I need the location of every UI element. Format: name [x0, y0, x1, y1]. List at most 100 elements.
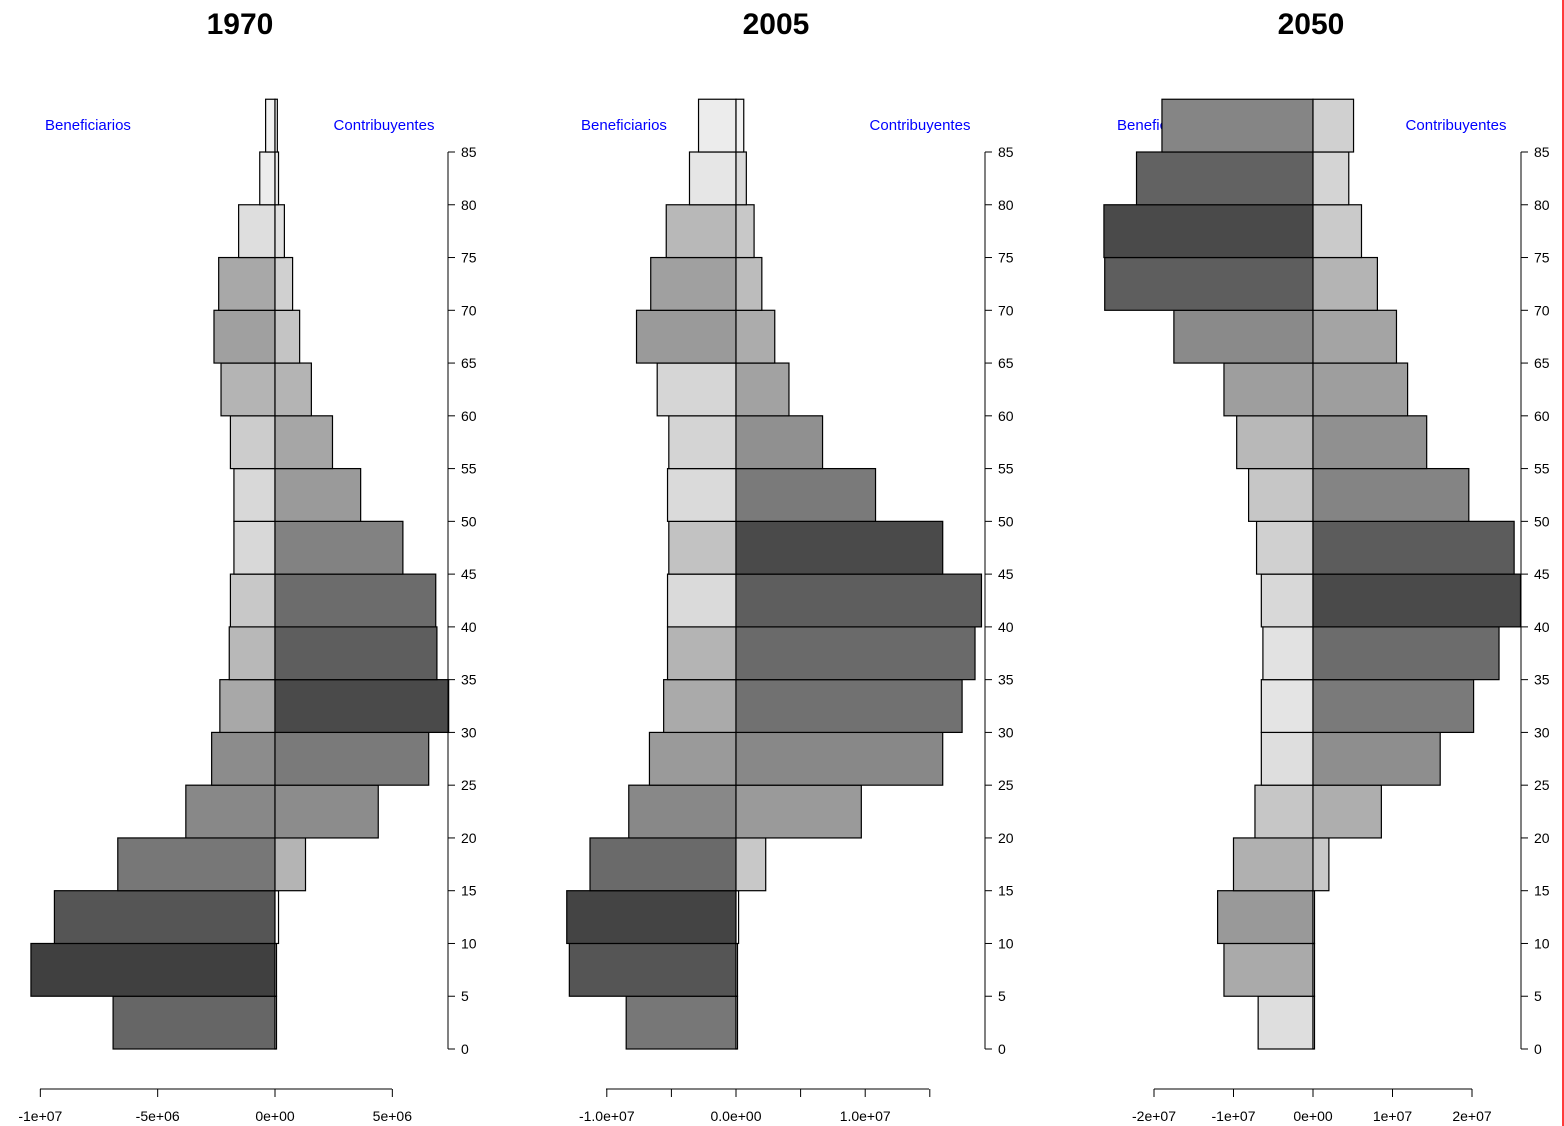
bar-beneficiarios-age-70	[650, 256, 737, 311]
age-tick-label: 65	[461, 355, 477, 371]
age-tick-label: 25	[461, 777, 477, 793]
bar-contribuyentes-age-35	[1312, 626, 1500, 681]
bar-contribuyentes-age-80	[274, 151, 280, 206]
bar-contribuyentes-age-10	[274, 890, 280, 945]
panels-container: 1970 Beneficiarios Contribuyentes 0 5 10 15 20 2…	[18, 8, 1549, 1124]
age-tick-label: 15	[1534, 883, 1550, 899]
age-tick-label: 50	[1534, 513, 1550, 529]
x-axis: -1e+07 -5e+06 0e+00 5e+06	[18, 1088, 413, 1124]
pyramid-panel-1970: 1970 Beneficiarios Contribuyentes 0 5 10 15 20 2…	[18, 8, 476, 1124]
bar-contribuyentes-age-65	[1312, 309, 1398, 364]
age-tick-label: 30	[461, 724, 477, 740]
bar-beneficiarios-age-45	[668, 520, 737, 575]
series-beneficiarios	[566, 98, 737, 1050]
bar-contribuyentes-age-35	[274, 626, 438, 681]
bar-contribuyentes-age-40	[1312, 573, 1522, 628]
age-tick-label: 60	[998, 408, 1014, 424]
series-contribuyentes	[274, 98, 450, 1050]
x-axis: -1.0e+07 0.0e+00 1.0e+07	[579, 1088, 931, 1124]
chart-title: 1970	[207, 8, 274, 41]
bar-contribuyentes-age-65	[274, 309, 301, 364]
age-tick-label: 5	[1534, 988, 1542, 1004]
age-tick-label: 45	[998, 566, 1014, 582]
bar-contribuyentes-age-5	[735, 942, 739, 997]
age-tick-label: 70	[461, 302, 477, 318]
age-tick-label: 55	[461, 461, 477, 477]
bar-beneficiarios-age-40	[666, 573, 737, 628]
x-tick-label: -1.0e+07	[579, 1108, 635, 1124]
age-tick-label: 5	[998, 988, 1006, 1004]
bar-contribuyentes-age-50	[274, 467, 362, 522]
age-tick-label: 85	[998, 144, 1014, 160]
bar-contribuyentes-age-30	[274, 679, 450, 734]
age-tick-label: 0	[1534, 1041, 1542, 1057]
bar-contribuyentes-age-60	[1312, 362, 1409, 417]
bar-contribuyentes-age-70	[274, 256, 294, 311]
bar-beneficiarios-age-0	[625, 995, 737, 1050]
bar-beneficiarios-age-40	[229, 573, 276, 628]
bar-contribuyentes-age-5	[274, 942, 278, 997]
age-tick-label: 80	[1534, 197, 1550, 213]
x-tick-label: -5e+06	[136, 1108, 180, 1124]
bar-beneficiarios-age-75	[1103, 204, 1314, 259]
bar-contribuyentes-age-5	[1312, 942, 1316, 997]
x-tick-label: 5e+06	[373, 1108, 413, 1124]
bar-contribuyentes-age-25	[274, 731, 430, 786]
bar-contribuyentes-age-75	[1312, 204, 1363, 259]
bar-contribuyentes-age-60	[735, 362, 790, 417]
bar-contribuyentes-age-15	[274, 837, 307, 892]
bar-beneficiarios-age-85	[1161, 98, 1314, 153]
bar-beneficiarios-age-55	[229, 415, 276, 470]
x-tick-label: 0.0e+00	[711, 1108, 762, 1124]
age-tick-label: 85	[1534, 144, 1550, 160]
bar-contribuyentes-age-25	[735, 731, 944, 786]
age-tick-label: 40	[1534, 619, 1550, 635]
bar-contribuyentes-age-45	[274, 520, 404, 575]
bar-beneficiarios-age-50	[666, 467, 737, 522]
age-tick-label: 15	[461, 883, 477, 899]
age-tick-label: 35	[1534, 672, 1550, 688]
bar-contribuyentes-age-70	[1312, 256, 1378, 311]
bar-beneficiarios-age-35	[228, 626, 276, 681]
series-contribuyentes	[1312, 98, 1522, 1050]
bar-beneficiarios-age-50	[1248, 467, 1314, 522]
bar-beneficiarios-age-55	[1236, 415, 1314, 470]
bar-contribuyentes-age-85	[735, 98, 745, 153]
age-tick-label: 80	[461, 197, 477, 213]
age-tick-label: 55	[1534, 461, 1550, 477]
bar-contribuyentes-age-70	[735, 256, 763, 311]
bar-contribuyentes-age-30	[735, 679, 963, 734]
bar-beneficiarios-age-85	[697, 98, 737, 153]
bar-beneficiarios-age-60	[1223, 362, 1314, 417]
bar-beneficiarios-age-15	[117, 837, 276, 892]
age-tick-label: 55	[998, 461, 1014, 477]
bar-beneficiarios-age-10	[566, 890, 737, 945]
bar-beneficiarios-age-65	[213, 309, 276, 364]
age-tick-label: 10	[998, 935, 1014, 951]
bar-contribuyentes-age-45	[735, 520, 944, 575]
bar-contribuyentes-age-15	[735, 837, 767, 892]
age-tick-label: 45	[1534, 566, 1550, 582]
age-tick-label: 30	[1534, 724, 1550, 740]
bar-beneficiarios-age-25	[1260, 731, 1314, 786]
bar-beneficiarios-age-60	[656, 362, 737, 417]
age-tick-label: 50	[461, 513, 477, 529]
x-tick-label: 1e+07	[1373, 1108, 1413, 1124]
age-tick-label: 25	[1534, 777, 1550, 793]
bar-beneficiarios-age-80	[1135, 151, 1314, 206]
bar-beneficiarios-age-70	[1104, 256, 1314, 311]
bar-beneficiarios-age-30	[219, 679, 276, 734]
age-tick-label: 35	[461, 672, 477, 688]
bar-beneficiarios-age-45	[1255, 520, 1314, 575]
age-tick-label: 65	[998, 355, 1014, 371]
bar-contribuyentes-age-20	[1312, 784, 1382, 839]
bar-beneficiarios-age-0	[1257, 995, 1314, 1050]
bar-beneficiarios-age-15	[1232, 837, 1314, 892]
bar-beneficiarios-age-20	[1254, 784, 1314, 839]
age-tick-label: 60	[461, 408, 477, 424]
bar-beneficiarios-age-0	[112, 995, 276, 1050]
x-tick-label: 0e+00	[1293, 1108, 1333, 1124]
bar-contribuyentes-age-80	[1312, 151, 1350, 206]
age-tick-label: 65	[1534, 355, 1550, 371]
